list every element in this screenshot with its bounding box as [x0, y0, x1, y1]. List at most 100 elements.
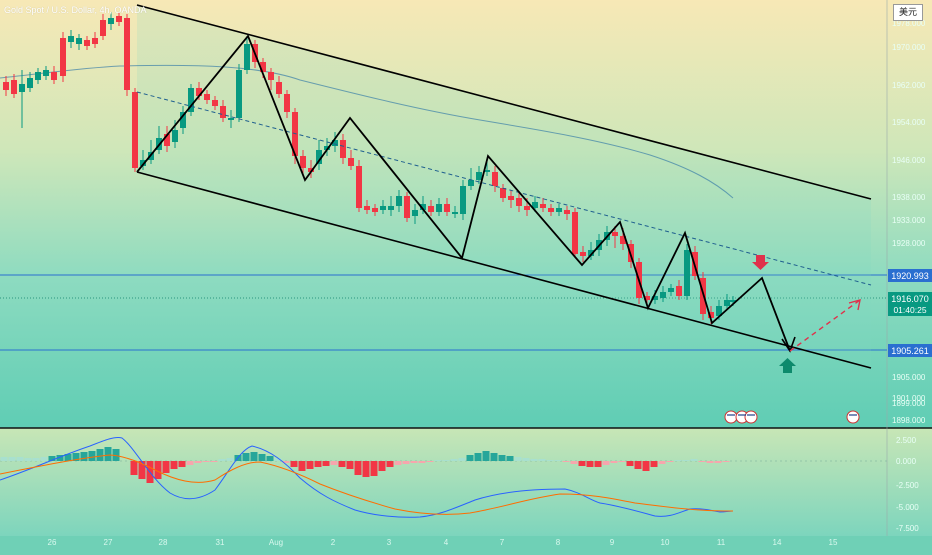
- histogram-bar: [610, 461, 618, 463]
- histogram-bar: [642, 461, 650, 471]
- histogram-bar: [690, 459, 698, 461]
- candle-body: [19, 84, 25, 92]
- candle-body: [436, 204, 442, 212]
- price-tag-lower[interactable]: 1905.261: [888, 344, 932, 357]
- histogram-bar: [162, 461, 170, 473]
- time-axis-label: 4: [444, 538, 449, 547]
- histogram-bar: [24, 458, 32, 461]
- histogram-bar: [338, 461, 346, 467]
- histogram-bar: [138, 461, 146, 479]
- zigzag-line[interactable]: [136, 34, 791, 352]
- candle-body: [388, 206, 394, 210]
- candle-body: [172, 130, 178, 142]
- histogram-bar: [72, 453, 80, 461]
- histogram-bar: [474, 453, 482, 461]
- histogram-bar: [8, 457, 16, 461]
- histogram-bar: [322, 461, 330, 466]
- macd-axis-tick: -5.000: [896, 503, 919, 512]
- macd-axis-tick: 2.500: [896, 436, 917, 445]
- us-flag-icon[interactable]: [724, 410, 738, 424]
- histogram-bar: [290, 461, 298, 467]
- candle-body: [540, 204, 546, 208]
- candle-body: [164, 134, 170, 146]
- histogram-bar: [48, 456, 56, 461]
- histogram-bar: [170, 461, 178, 469]
- time-axis-label: 8: [556, 538, 561, 547]
- histogram-bar: [362, 461, 370, 477]
- histogram-bar: [682, 460, 690, 461]
- price-tag-upper-text: 1920.993: [891, 271, 929, 281]
- candle-body: [724, 300, 730, 306]
- histogram-bar: [538, 459, 546, 461]
- candle-body: [51, 72, 57, 80]
- candle-body: [196, 88, 202, 96]
- histogram-bar: [250, 452, 258, 461]
- histogram-bar: [722, 461, 730, 462]
- candle-body: [572, 212, 578, 254]
- histogram-bar: [130, 461, 138, 475]
- price-axis-tick: 1898.000: [892, 416, 926, 425]
- macd-axis[interactable]: 2.500 0.000 -2.500 -5.000 -7.500: [896, 436, 919, 533]
- candle-body: [140, 160, 146, 166]
- time-axis-label: 7: [500, 538, 505, 547]
- histogram-bar: [242, 453, 250, 461]
- candle-body: [308, 168, 314, 172]
- histogram-bar: [562, 461, 570, 462]
- candle-body: [300, 156, 306, 168]
- signal-line[interactable]: [0, 454, 734, 515]
- moving-average-line: [0, 64, 734, 199]
- price-axis-tick: 1978.000: [892, 19, 926, 28]
- candle-body: [132, 92, 138, 168]
- projection-arrowhead: [848, 299, 861, 311]
- channel-upper-line[interactable]: [136, 4, 872, 200]
- event-markers[interactable]: [724, 410, 860, 424]
- projection-line[interactable]: [789, 299, 861, 352]
- histogram-bar: [64, 454, 72, 461]
- price-tag-current[interactable]: 1916.070 01:40:25: [888, 292, 932, 316]
- candle-body: [476, 172, 482, 180]
- candle-body: [268, 72, 274, 80]
- candle-body: [332, 140, 338, 146]
- histogram-bar: [618, 461, 626, 462]
- price-axis-tick: 1946.000: [892, 156, 926, 165]
- candle-body: [524, 206, 530, 210]
- histogram-bar: [194, 461, 202, 463]
- candle-body: [516, 198, 522, 206]
- arrow-down-icon[interactable]: [752, 255, 769, 270]
- histogram-bar: [266, 456, 274, 461]
- macd-line[interactable]: [0, 437, 734, 518]
- time-axis-label: 26: [48, 538, 57, 547]
- candle-body: [730, 300, 736, 302]
- time-axis[interactable]: 26 27 28 31 Aug 2 3 4 7 8 9 10 11 14 15: [48, 538, 838, 547]
- channel-mid-line[interactable]: [136, 91, 872, 286]
- histogram-bar: [402, 461, 410, 464]
- histogram-bar: [306, 461, 314, 469]
- channel-lower-line[interactable]: [136, 171, 872, 369]
- price-axis-tick: 1899.000: [892, 399, 926, 408]
- candle-body: [452, 212, 458, 214]
- histogram-bar: [450, 459, 458, 461]
- histogram-bar: [202, 461, 210, 462]
- histogram-bar: [378, 461, 386, 471]
- candle-body: [284, 94, 290, 112]
- price-axis-tick: 1928.000: [892, 239, 926, 248]
- histogram-bar: [706, 461, 714, 463]
- us-flag-icon[interactable]: [744, 410, 758, 424]
- candle-body: [612, 232, 618, 236]
- histogram-bar: [498, 455, 506, 461]
- us-flag-icon[interactable]: [846, 410, 860, 424]
- candle-body: [580, 252, 586, 256]
- arrow-up-icon[interactable]: [779, 358, 796, 373]
- candle-body: [27, 78, 33, 88]
- time-axis-label: 10: [661, 538, 670, 547]
- candle-body: [556, 208, 562, 212]
- candle-body: [204, 94, 210, 100]
- price-axis-tick: 1901.000: [892, 394, 926, 403]
- price-tag-upper[interactable]: 1920.993: [888, 269, 932, 282]
- currency-button[interactable]: 美元: [893, 4, 923, 21]
- macd-axis-tick: 0.000: [896, 457, 917, 466]
- candle-body: [60, 38, 66, 76]
- histogram-bar: [16, 457, 24, 461]
- price-axis[interactable]: 1978.000 1970.000 1962.000 1954.000 1946.000…: [892, 19, 926, 425]
